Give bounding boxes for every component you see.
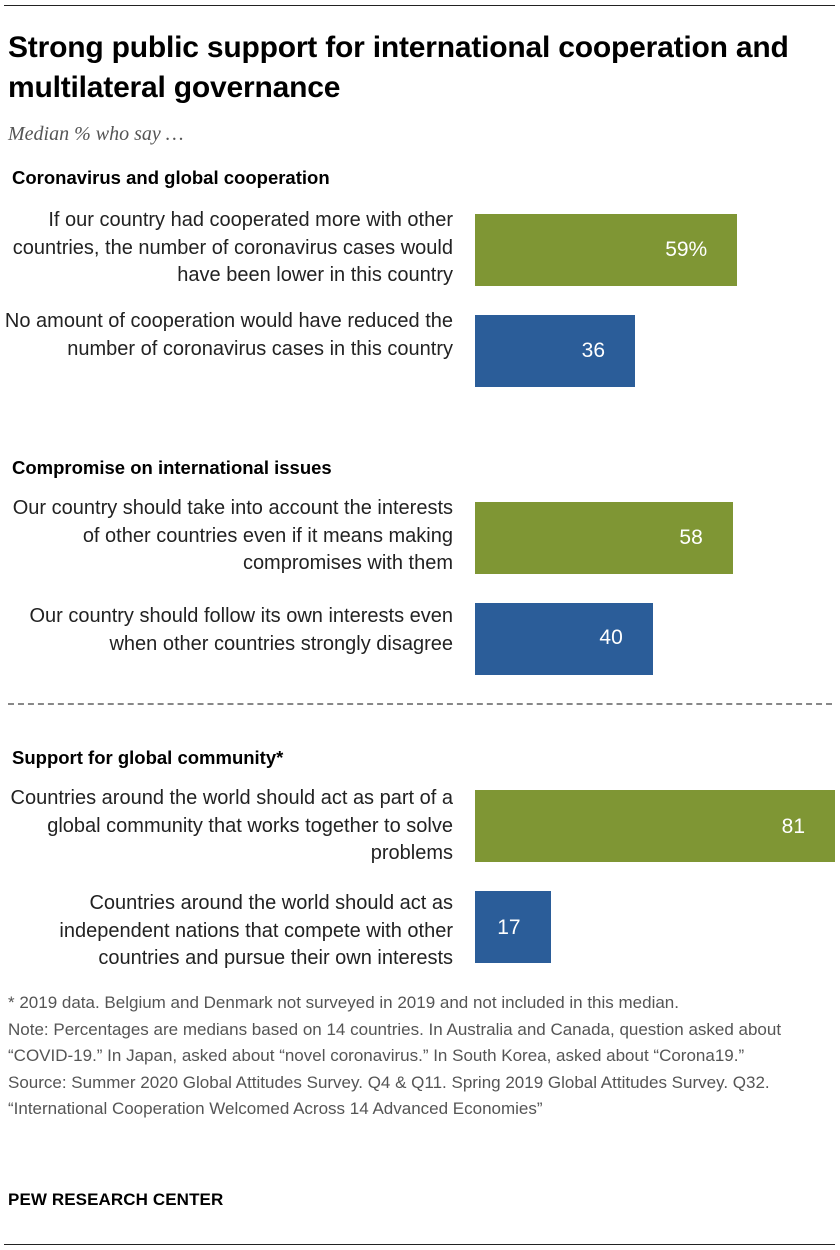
- bar-label: No amount of cooperation would have redu…: [4, 310, 453, 360]
- bar-label: Our country should take into account the…: [12, 497, 453, 574]
- source: Source: Summer 2020 Global Attitudes Sur…: [8, 1072, 770, 1092]
- section-divider: [8, 703, 832, 705]
- bar-value-label: 40: [599, 626, 623, 649]
- bar-value-label: 17: [497, 916, 521, 939]
- note: Note: Percentages are medians based on 1…: [8, 1019, 782, 1066]
- section-heading-coronavirus: Coronavirus and global cooperation: [12, 167, 330, 188]
- bar-coronavirus-cooperated-more: [475, 214, 738, 286]
- bar-label: Countries around the world should act as…: [59, 892, 453, 969]
- bar-compromise-take-into-account: [475, 502, 733, 574]
- bar-value-label: 58: [679, 526, 703, 549]
- chart-subtitle: Median % who say …: [8, 123, 184, 145]
- chart-title: Strong public support for international …: [8, 31, 789, 104]
- top-rule: [4, 5, 835, 6]
- bottom-rule: [4, 1244, 835, 1245]
- footnote: * 2019 data. Belgium and Denmark not sur…: [8, 993, 679, 1012]
- bar-label: Countries around the world should act as…: [10, 787, 453, 864]
- bar-value-label: 36: [581, 339, 605, 362]
- bar-value-label: 59%: [665, 238, 708, 261]
- bar-label: Our country should follow its own intere…: [29, 605, 453, 655]
- pew-logo-text: PEW RESEARCH CENTER: [8, 1190, 224, 1209]
- bar-global-community: [475, 790, 835, 862]
- section-heading-compromise: Compromise on international issues: [12, 457, 332, 478]
- section-heading-global-community: Support for global community*: [12, 747, 284, 768]
- bar-value-label: 81: [781, 815, 805, 838]
- chart-notes: * 2019 data. Belgium and Denmark not sur…: [8, 990, 838, 1123]
- bar-coronavirus-no-amount: [475, 315, 635, 387]
- bar-independent-nations: [475, 891, 551, 963]
- bar-compromise-own-interests: [475, 603, 653, 675]
- bar-label: If our country had cooperated more with …: [12, 209, 453, 286]
- report-title: “International Cooperation Welcomed Acro…: [8, 1099, 543, 1118]
